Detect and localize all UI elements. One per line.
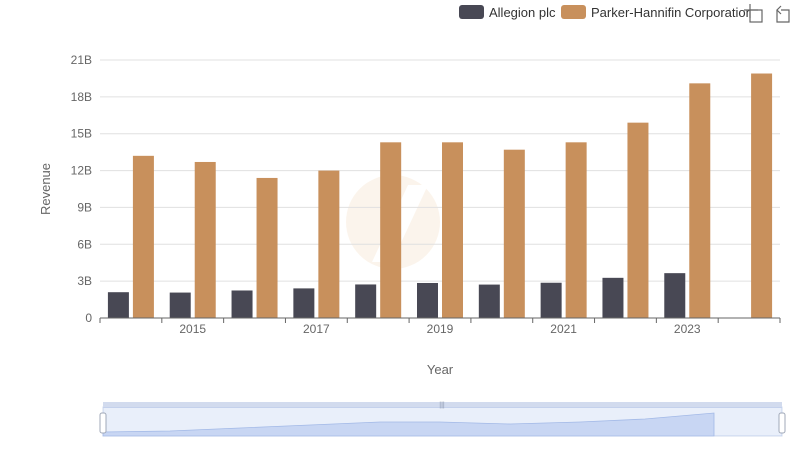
bar-allegion-plc-2016[interactable] (231, 290, 253, 318)
bar-parker-hannifin-corporation-2017[interactable] (318, 170, 340, 318)
data-zoom-slider[interactable]: ||| (99, 402, 786, 437)
bar-allegion-plc-2021[interactable] (540, 282, 562, 318)
bar-parker-hannifin-corporation-2024[interactable] (751, 73, 773, 318)
legend: Allegion plc Parker-Hannifin Corporation (459, 5, 753, 20)
legend-label: Allegion plc (489, 5, 556, 20)
bar-allegion-plc-2023[interactable] (664, 273, 686, 318)
bars (107, 73, 773, 319)
y-tick-label: 12B (71, 164, 92, 178)
bar-parker-hannifin-corporation-2023[interactable] (689, 83, 711, 318)
slider-data-shadow (102, 412, 715, 437)
slider-selected-window (103, 407, 782, 436)
bar-allegion-plc-2022[interactable] (602, 277, 624, 318)
y-tick-label: 9B (77, 200, 92, 214)
bar-allegion-plc-2019[interactable] (417, 282, 438, 318)
slider-grip-icon: ||| (439, 402, 445, 409)
legend-label: Parker-Hannifin Corporation (591, 5, 753, 20)
x-axis-title: Year (427, 362, 454, 377)
x-axis-ticks: 2015 2017 2019 2021 2023 (99, 318, 781, 336)
legend-item-parker-hannifin[interactable]: Parker-Hannifin Corporation (561, 5, 753, 20)
y-tick-label: 3B (77, 274, 92, 288)
zoom-reset-icon[interactable] (776, 5, 790, 23)
bar-allegion-plc-2014[interactable] (107, 292, 129, 318)
bar-allegion-plc-2017[interactable] (293, 288, 315, 318)
y-tick-label: 6B (77, 237, 92, 251)
x-tick-label: 2015 (179, 322, 206, 336)
y-axis-ticks: 0 3B 6B 9B 12B 15B 18B 21B (71, 53, 93, 325)
y-tick-label: 18B (71, 90, 92, 104)
x-tick-label: 2019 (427, 322, 454, 336)
bar-parker-hannifin-corporation-2022[interactable] (627, 122, 649, 319)
slider-handle-left[interactable] (99, 412, 107, 434)
bar-parker-hannifin-corporation-2019[interactable] (442, 142, 463, 318)
bar-parker-hannifin-corporation-2016[interactable] (256, 177, 278, 318)
bar-parker-hannifin-corporation-2018[interactable] (380, 142, 402, 318)
bar-allegion-plc-2015[interactable] (169, 292, 191, 318)
legend-swatch (459, 5, 484, 19)
x-tick-label: 2017 (303, 322, 330, 336)
zoom-select-icon[interactable] (744, 4, 763, 23)
bar-parker-hannifin-corporation-2014[interactable] (132, 155, 154, 318)
bar-allegion-plc-2018[interactable] (355, 284, 377, 318)
bar-allegion-plc-2020[interactable] (478, 284, 500, 318)
slider-top-bar[interactable] (103, 402, 782, 408)
bar-parker-hannifin-corporation-2020[interactable] (503, 149, 525, 318)
x-tick-label: 2021 (550, 322, 577, 336)
slider-handle-right[interactable] (778, 412, 786, 434)
y-tick-label: 15B (71, 127, 92, 141)
y-axis-title: Revenue (38, 163, 53, 215)
bar-parker-hannifin-corporation-2015[interactable] (194, 161, 216, 318)
x-tick-label: 2023 (674, 322, 701, 336)
legend-swatch (561, 5, 586, 19)
bar-parker-hannifin-corporation-2021[interactable] (565, 142, 587, 318)
y-tick-label: 0 (85, 311, 92, 325)
y-tick-label: 21B (71, 53, 92, 67)
legend-item-allegion[interactable]: Allegion plc (459, 5, 556, 20)
grid-lines (100, 59, 780, 282)
